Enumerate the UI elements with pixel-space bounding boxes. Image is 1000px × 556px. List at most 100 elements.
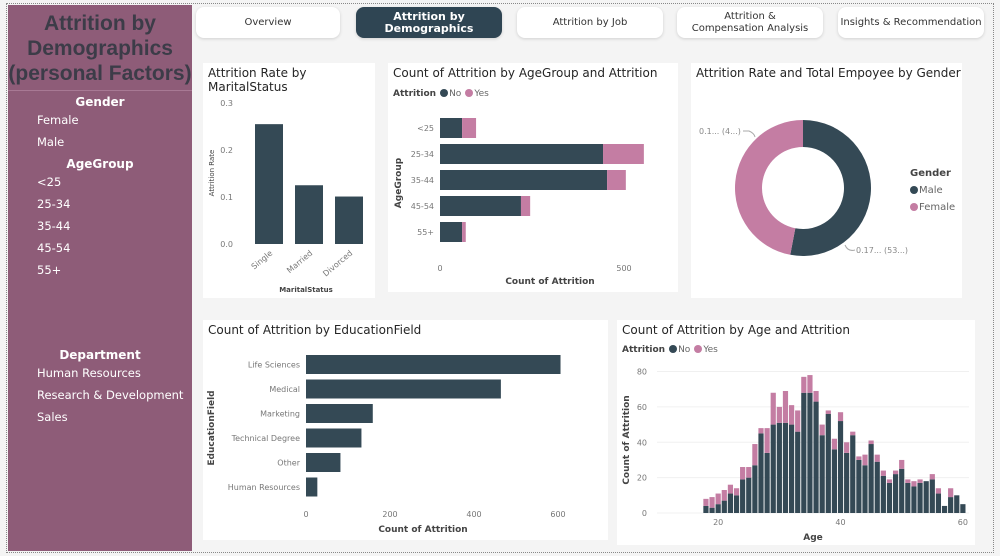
bar-age-44-no — [862, 465, 868, 513]
legend-yes-dot-icon — [694, 345, 703, 353]
bar-age-59-no — [954, 495, 960, 513]
chart-legend: Attrition No Yes — [393, 89, 489, 99]
bar-divorced — [335, 196, 363, 244]
slicer-item-55-plus[interactable]: 55+ — [37, 263, 62, 277]
bar-age-39-yes — [831, 438, 838, 450]
bar-human-resources — [306, 477, 318, 497]
tab-attrition-by-demographics[interactable]: Attrition by Demographics — [356, 7, 502, 38]
x-tick-label: Divorced — [321, 249, 354, 279]
bar-age-35-yes — [807, 375, 813, 393]
bar-age-44-yes — [862, 454, 868, 466]
bar-age-36-yes — [813, 390, 819, 402]
x-tick-label: 20 — [713, 518, 723, 527]
bar-age-36-no — [813, 401, 819, 513]
bar-age-22-no — [727, 493, 734, 513]
chart-title: Attrition Rate and Total Empoyee by Gend… — [696, 66, 961, 80]
gender-slicer-heading: Gender — [75, 95, 125, 109]
legend-yes: Yes — [474, 89, 489, 99]
bar-age-37-yes — [819, 424, 825, 436]
bar-age-18-no — [703, 505, 709, 513]
slicer-item-25-34[interactable]: 25-34 — [37, 197, 71, 211]
bar-technical-degree — [306, 428, 362, 448]
bar-age-19-yes — [709, 497, 715, 508]
marital-status-svg: 0.0 0.1 0.2 0.3 Single Married Divorced Marital… — [208, 99, 363, 294]
bar-age-33-no — [795, 431, 801, 513]
x-tick-label: Single — [250, 249, 275, 272]
x-axis-label: MaritalStatus — [279, 286, 333, 294]
slicer-item-35-44[interactable]: 35-44 — [37, 219, 71, 233]
bar-25-34-no — [440, 144, 604, 164]
chart-title: Count of Attrition by Age and Attrition — [622, 323, 850, 337]
bar-age-29-no — [770, 424, 776, 513]
bar-age-27-yes — [758, 428, 764, 434]
slicer-item-research-development[interactable]: Research & Development — [37, 388, 184, 402]
y-axis-label: AgeGroup — [394, 157, 404, 208]
gender-legend: Gender Male Female — [910, 165, 955, 216]
tab-overview[interactable]: Overview — [196, 7, 340, 38]
legend-no-dot-icon — [440, 89, 449, 97]
legend-yes: Yes — [703, 345, 718, 355]
legend-male-dot-icon — [910, 186, 918, 194]
bar-age-20-no — [715, 504, 721, 513]
bar-age-28-yes — [764, 428, 770, 453]
slicer-item-female[interactable]: Female — [37, 113, 79, 127]
department-slicer-heading: Department — [59, 348, 141, 362]
educationfield-chart: Count of Attrition by EducationField Lif… — [203, 320, 608, 540]
bar-age-26-yes — [752, 444, 758, 466]
bar-age-56-no — [935, 493, 942, 513]
bar-55+-yes — [462, 222, 466, 242]
legend-title: Gender — [910, 168, 951, 179]
sidebar: Attrition by Demographics (personal Fact… — [8, 5, 192, 551]
bar-age-30-yes — [776, 406, 782, 423]
bar-age-42-no — [850, 435, 856, 513]
bar-age-47-no — [880, 475, 886, 513]
slicer-item-male[interactable]: Male — [37, 135, 65, 149]
x-tick-label: 0 — [303, 510, 308, 519]
bar-age-38-no — [825, 413, 831, 513]
slicer-item-under-25[interactable]: <25 — [37, 175, 62, 189]
bar-age-26-no — [752, 465, 758, 513]
bar-age-23-yes — [733, 488, 740, 496]
legend-female: Female — [919, 202, 956, 213]
x-tick-label: 500 — [616, 264, 631, 273]
bar-age-52-no — [911, 486, 917, 513]
educationfield-svg: Life Sciences Medical Marketing Technical D… — [207, 355, 566, 535]
bar-age-56-yes — [935, 488, 942, 494]
tab-insights-recommendation[interactable]: Insights & Recommendation — [838, 7, 984, 38]
y-tick-label: Technical Degree — [231, 434, 300, 443]
bar-age-32-no — [788, 424, 795, 513]
x-axis-label: Count of Attrition — [378, 525, 467, 535]
slicer-item-sales[interactable]: Sales — [37, 410, 68, 424]
bar-age-48-no — [886, 482, 893, 513]
x-tick-label: 60 — [958, 518, 968, 527]
bar-age-40-yes — [837, 412, 844, 422]
bar-age-50-no — [899, 468, 905, 513]
legend-male: Male — [919, 185, 943, 196]
bar-age-35-no — [807, 392, 813, 513]
slicer-item-45-54[interactable]: 45-54 — [37, 241, 71, 255]
y-axis-label: Attrition Rate — [208, 150, 216, 197]
bar-age-21-no — [721, 500, 727, 513]
bar-single — [255, 124, 283, 244]
leader-line — [844, 244, 856, 251]
bar-age-21-yes — [721, 490, 727, 501]
y-tick-label: Marketing — [260, 410, 300, 419]
y-tick-label: 80 — [637, 368, 647, 377]
tab-attrition-by-job[interactable]: Attrition by Job — [517, 7, 663, 38]
chart-title: Count of Attrition by AgeGroup and Attri… — [393, 66, 658, 80]
x-axis-label: Age — [803, 533, 823, 543]
legend-no: No — [678, 345, 691, 355]
bar-55+-no — [440, 222, 463, 242]
data-label-male: 0.17... (53...) — [856, 246, 908, 255]
slicer-item-human-resources[interactable]: Human Resources — [37, 366, 141, 380]
bar-age-48-yes — [886, 479, 893, 483]
bar-age-45-yes — [868, 440, 874, 445]
bar-age-49-no — [892, 474, 899, 513]
y-tick-label: 45-54 — [411, 202, 434, 211]
y-tick-label: 0.2 — [220, 146, 233, 155]
y-tick-label: 35-44 — [411, 176, 434, 185]
x-tick-label: 200 — [382, 510, 397, 519]
tab-attrition-compensation[interactable]: Attrition & Compensation Analysis — [677, 7, 823, 38]
bar-age-32-yes — [788, 405, 795, 425]
agegroup-chart: Count of Attrition by AgeGroup and Attri… — [388, 63, 678, 292]
